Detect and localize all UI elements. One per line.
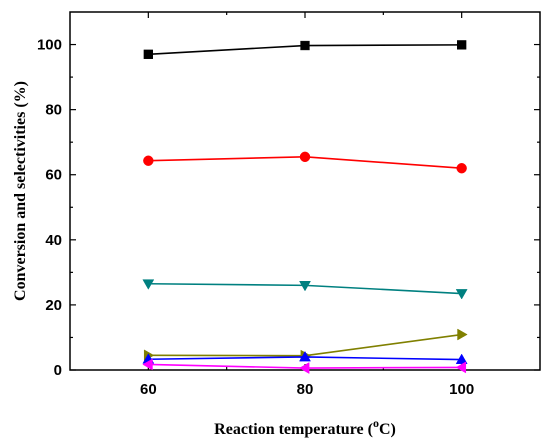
data-point xyxy=(142,358,153,371)
data-point xyxy=(455,361,467,374)
data-point xyxy=(455,289,468,300)
data-point xyxy=(457,328,468,341)
series-5 xyxy=(142,350,468,364)
data-point xyxy=(300,40,310,51)
y-tick-label: 60 xyxy=(45,167,62,184)
plot-frame xyxy=(69,11,541,371)
series-2 xyxy=(143,151,467,174)
x-axis-unit-sup: o xyxy=(373,416,379,430)
data-point xyxy=(455,353,468,364)
y-tick-label: 80 xyxy=(45,102,62,119)
y-tick-label: 40 xyxy=(45,232,62,249)
x-axis-title: Reaction temperature (oC) xyxy=(214,416,396,438)
y-tick-label: 100 xyxy=(37,37,62,54)
data-point xyxy=(299,350,311,362)
data-point xyxy=(299,151,311,163)
x-axis-label: Reaction temperature xyxy=(214,421,363,438)
x-axis-unit-rest: C) xyxy=(379,421,396,438)
series-6 xyxy=(142,358,467,374)
data-point xyxy=(143,49,153,59)
data-point xyxy=(457,40,467,50)
data-point xyxy=(142,279,155,290)
data-point xyxy=(143,155,154,166)
y-tick-label: 20 xyxy=(45,297,62,314)
x-axis-unit-open: ( xyxy=(364,421,373,438)
series-1 xyxy=(143,40,467,59)
data-point xyxy=(299,281,311,292)
x-tick-label: 60 xyxy=(140,381,157,398)
series-3 xyxy=(142,279,468,300)
y-tick-label: 0 xyxy=(54,362,62,379)
y-axis: 0 20 40 60 80 100 xyxy=(37,37,540,379)
x-tick-label: 80 xyxy=(297,381,314,398)
x-tick-label: 100 xyxy=(449,381,474,398)
y-axis-title: Conversion and selectivities (%) xyxy=(12,81,29,301)
data-point xyxy=(456,163,467,174)
data-point xyxy=(298,362,310,374)
series-group xyxy=(142,40,468,374)
